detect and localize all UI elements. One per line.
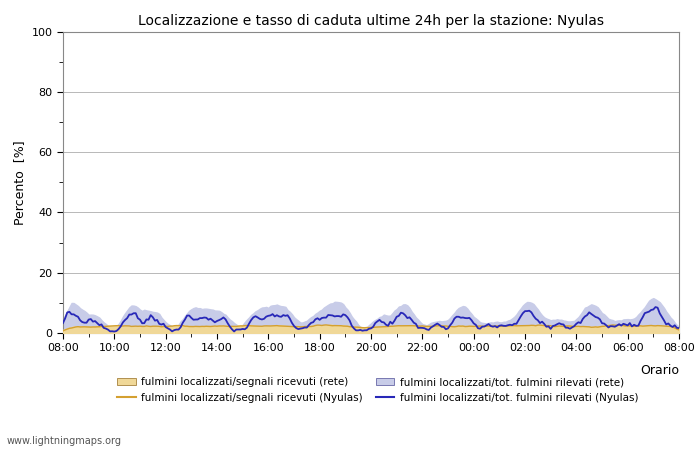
Y-axis label: Percento  [%]: Percento [%] bbox=[13, 140, 26, 225]
Title: Localizzazione e tasso di caduta ultime 24h per la stazione: Nyulas: Localizzazione e tasso di caduta ultime … bbox=[138, 14, 604, 27]
Legend: fulmini localizzati/segnali ricevuti (rete), fulmini localizzati/segnali ricevut: fulmini localizzati/segnali ricevuti (re… bbox=[118, 378, 638, 403]
Text: www.lightningmaps.org: www.lightningmaps.org bbox=[7, 436, 122, 446]
Text: Orario: Orario bbox=[640, 364, 679, 377]
